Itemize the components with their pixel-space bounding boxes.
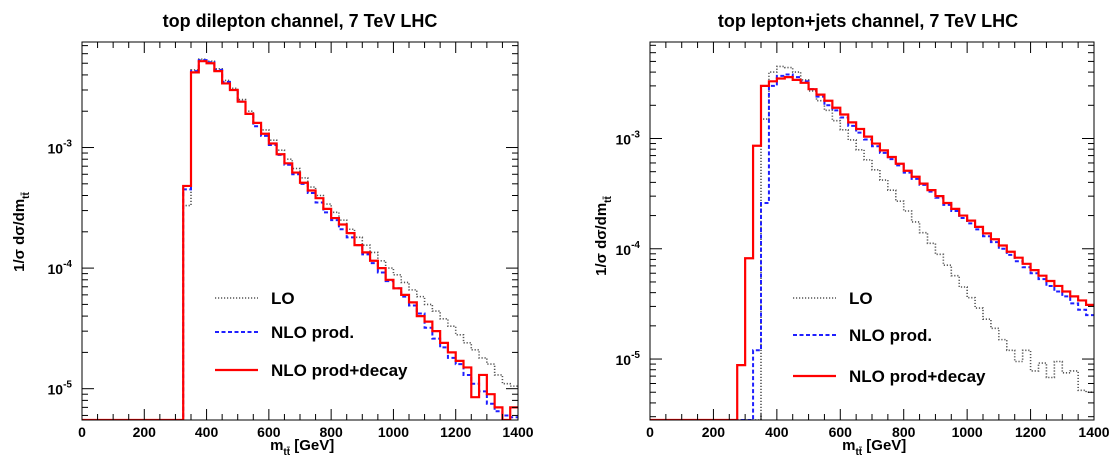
- y-tick-label: 10-4: [616, 240, 641, 258]
- x-axis-label: mtt̄ [GeV]: [842, 437, 906, 458]
- x-tick-label: 400: [195, 424, 219, 440]
- x-tick-label: 200: [702, 424, 726, 440]
- y-axis-label: 1/σ dσ/dmtt̄: [593, 195, 614, 275]
- y-axis-label: 1/σ dσ/dmtt̄: [11, 191, 32, 271]
- x-tick-label: 600: [257, 424, 281, 440]
- x-tick-label: 0: [646, 424, 654, 440]
- x-tick-label: 1000: [952, 424, 983, 440]
- legend-label: NLO prod+decay: [849, 367, 986, 386]
- x-tick-label: 1000: [378, 424, 409, 440]
- legend: LO NLO prod. NLO prod+decay: [215, 289, 408, 380]
- x-tick-label: 800: [319, 424, 343, 440]
- y-tick-label: 10-4: [48, 259, 73, 277]
- legend-label: LO: [271, 289, 295, 308]
- y-tick-label: 10-3: [616, 129, 641, 147]
- chart-2: top lepton+jets channel, 7 TeV LHC 0 200 40…: [593, 11, 1110, 458]
- legend-label: NLO prod+decay: [271, 361, 408, 380]
- x-tick-label: 1400: [502, 424, 533, 440]
- legend-label: NLO prod.: [271, 323, 354, 342]
- y-tick-label: 10-3: [48, 139, 73, 157]
- chart-title: top lepton+jets channel, 7 TeV LHC: [718, 11, 1018, 31]
- x-axis-label: mtt̄ [GeV]: [270, 437, 334, 458]
- legend: LO NLO prod. NLO prod+decay: [793, 289, 986, 386]
- plot-frame: [649, 41, 1095, 421]
- legend-label: NLO prod.: [849, 326, 932, 345]
- x-tick-label: 600: [829, 424, 853, 440]
- x-tick-label: 800: [892, 424, 916, 440]
- x-tick-label: 1200: [440, 424, 471, 440]
- series-line-nlo-prod-: [650, 73, 1094, 420]
- chart-1: top dilepton channel, 7 TeV LHC 0 200 400 60…: [11, 11, 534, 458]
- series-line-nlo-prod-decay: [650, 76, 1094, 420]
- y-tick-label: 10-5: [48, 380, 73, 398]
- x-tick-label: 1200: [1015, 424, 1046, 440]
- x-tick-label: 400: [765, 424, 789, 440]
- x-tick-label: 0: [78, 424, 86, 440]
- y-tick-label: 10-5: [616, 350, 641, 368]
- legend-label: LO: [849, 289, 873, 308]
- x-tick-label: 200: [133, 424, 157, 440]
- series-line-nlo-prod-decay: [82, 60, 518, 420]
- chart-title: top dilepton channel, 7 TeV LHC: [163, 11, 438, 31]
- x-tick-label: 1400: [1078, 424, 1109, 440]
